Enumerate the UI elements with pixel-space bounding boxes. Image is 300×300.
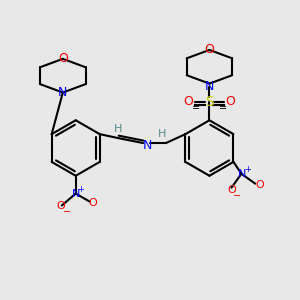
Text: O: O [225,95,235,108]
Text: S: S [205,95,214,110]
Text: =: = [219,103,227,113]
Text: N: N [238,169,247,179]
Text: O: O [56,202,65,212]
Text: O: O [227,184,236,195]
Text: H: H [158,129,166,139]
Text: O: O [58,52,68,65]
Text: =: = [191,103,200,113]
Text: −: − [63,207,71,218]
Text: N: N [205,80,214,93]
Text: −: − [233,190,242,201]
Text: +: + [244,165,251,174]
Text: N: N [71,189,80,199]
Text: O: O [88,197,97,208]
Text: O: O [184,95,194,108]
Text: O: O [205,44,214,56]
Text: O: O [256,180,265,190]
Text: H: H [114,124,122,134]
Text: N: N [142,139,152,152]
Text: N: N [58,86,68,99]
Text: +: + [77,185,84,194]
